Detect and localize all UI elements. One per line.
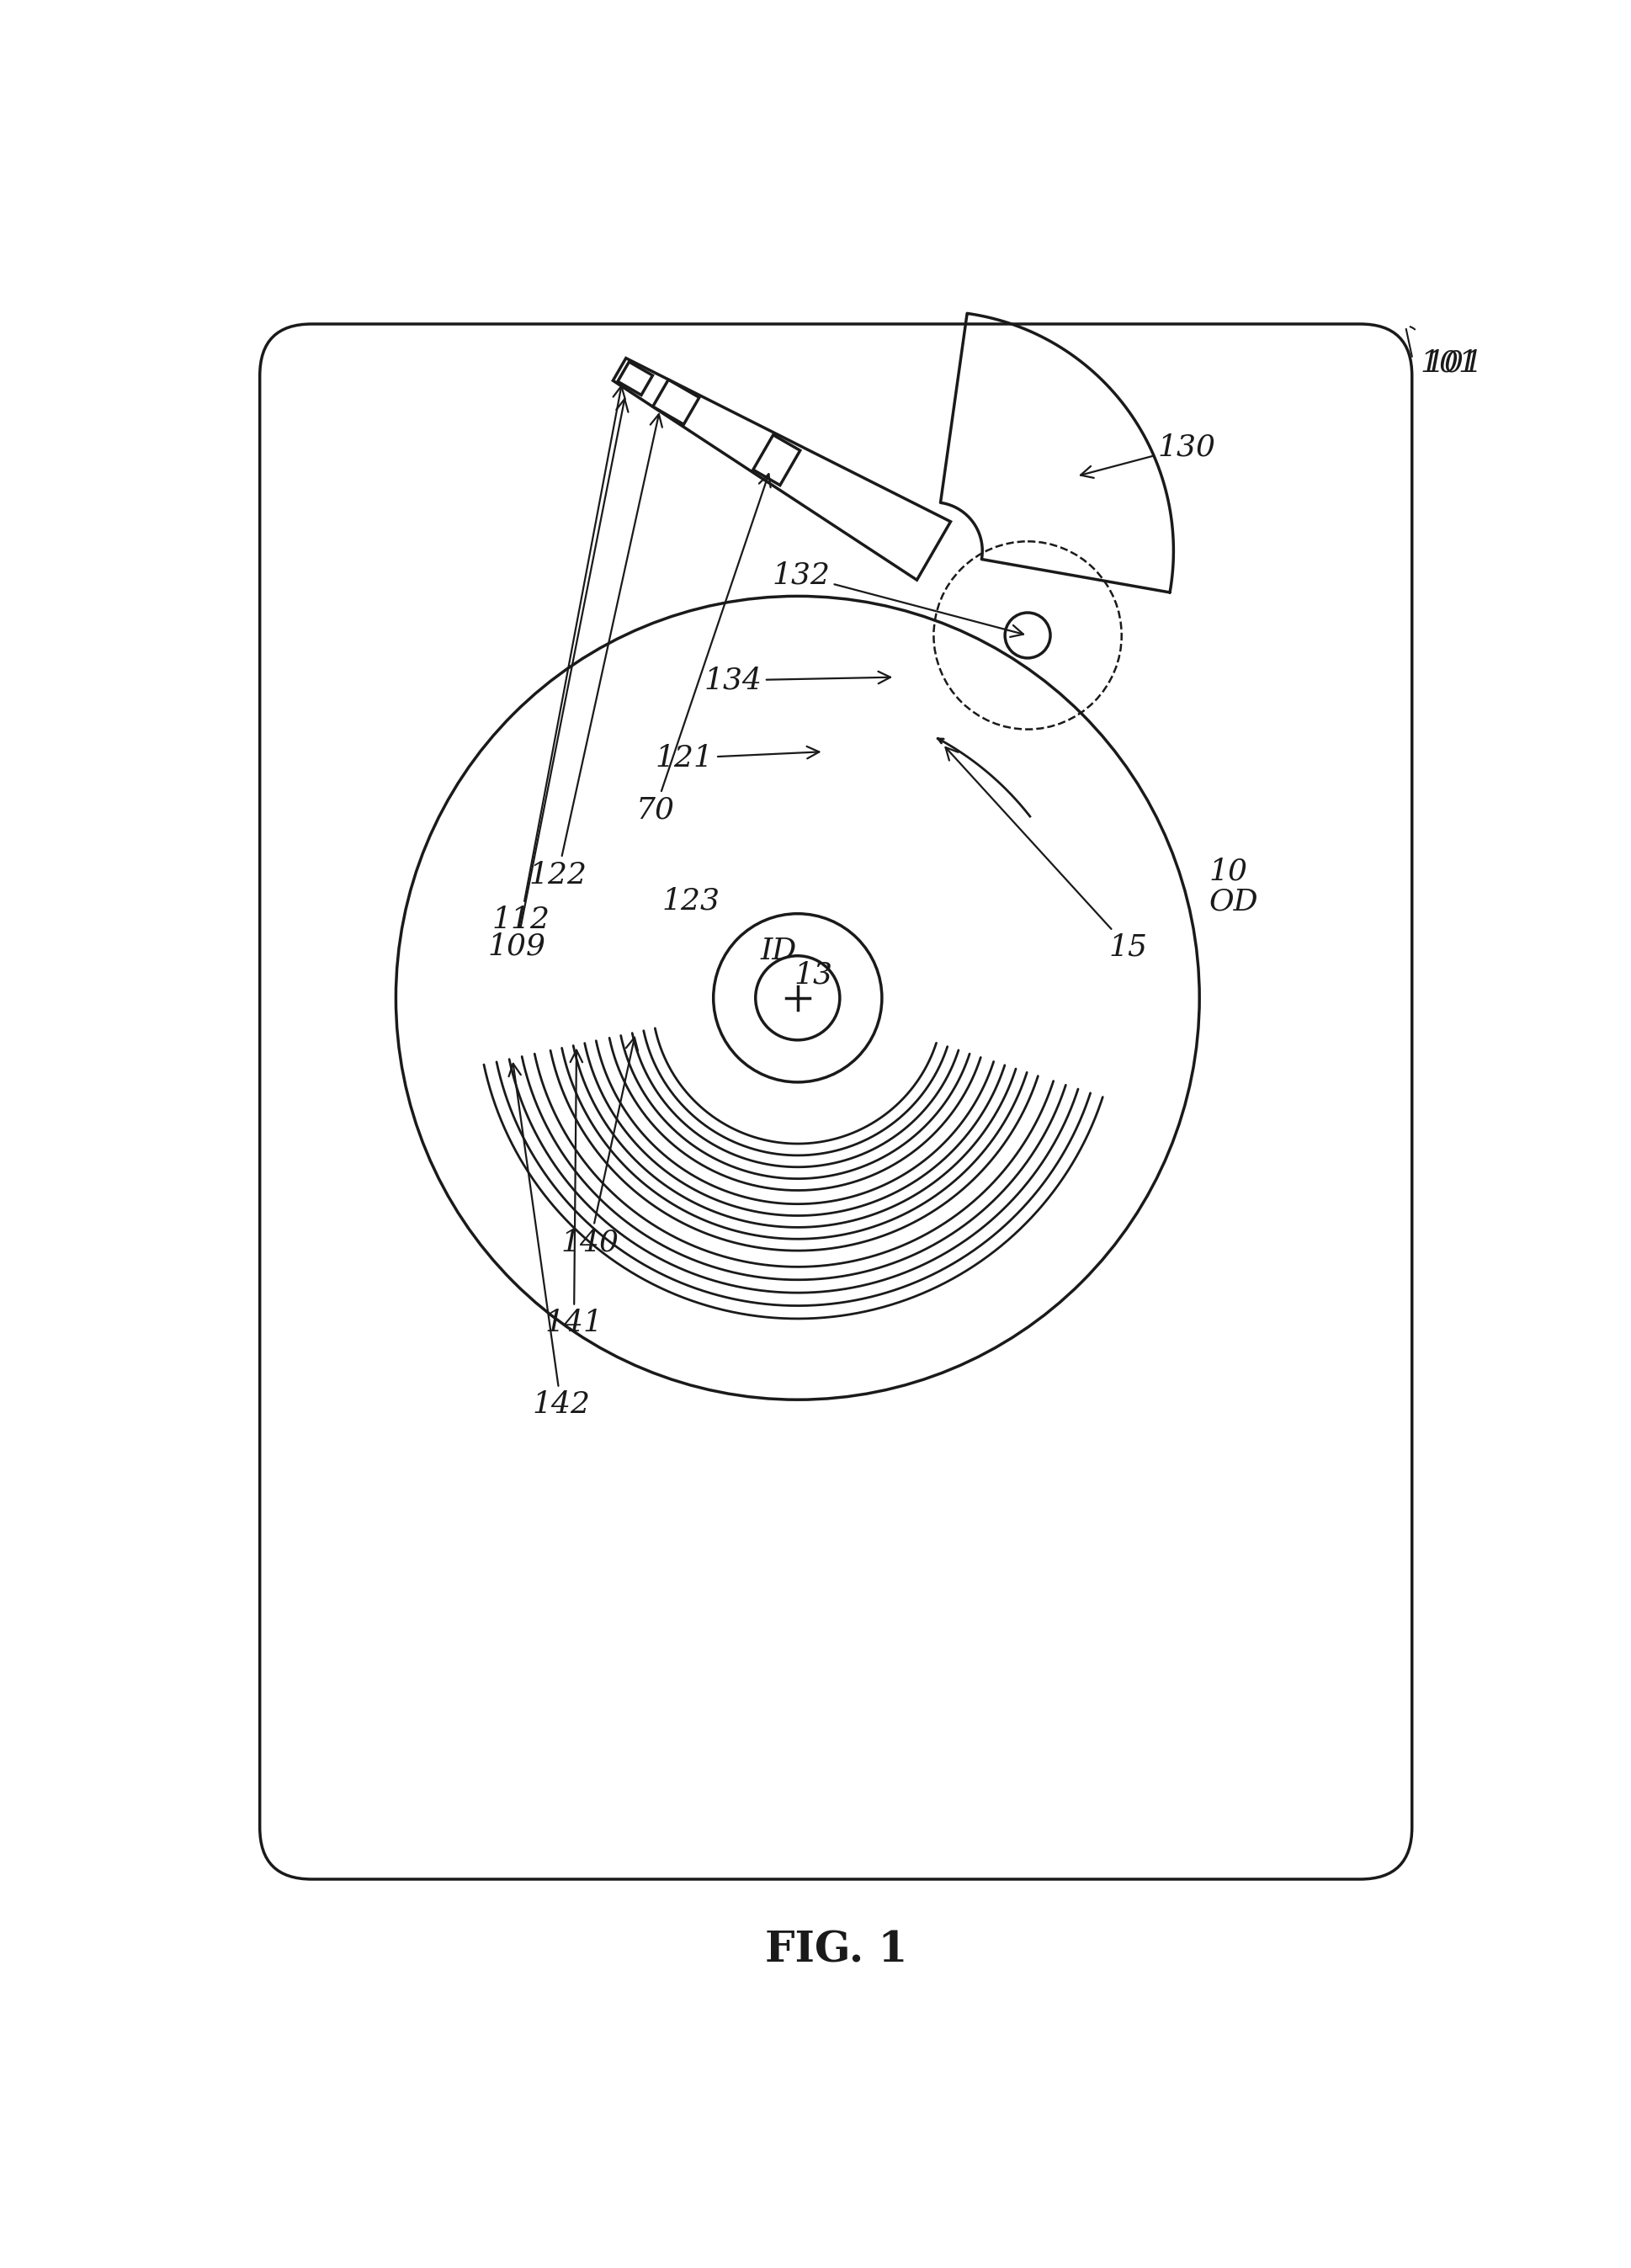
Text: OD: OD	[1209, 887, 1259, 916]
Text: ID: ID	[760, 937, 796, 966]
Text: 132: 132	[771, 560, 1023, 637]
Text: 13: 13	[794, 962, 833, 989]
Text: 101: 101	[1419, 349, 1478, 376]
Text: 70: 70	[636, 474, 770, 823]
Text: 141: 141	[545, 1050, 603, 1338]
Text: 140: 140	[561, 1036, 638, 1256]
Text: 134: 134	[703, 667, 891, 694]
Text: 122: 122	[528, 415, 662, 889]
Text: 130: 130	[1081, 433, 1215, 479]
Text: 101: 101	[1425, 349, 1483, 376]
Text: 142: 142	[509, 1064, 590, 1420]
Text: FIG. 1: FIG. 1	[765, 1930, 907, 1971]
Text: 15: 15	[946, 748, 1148, 962]
Text: 109: 109	[488, 399, 628, 959]
Text: 121: 121	[656, 744, 819, 773]
Text: 123: 123	[662, 887, 719, 914]
Text: 112: 112	[493, 386, 625, 934]
Text: 10: 10	[1209, 857, 1248, 887]
